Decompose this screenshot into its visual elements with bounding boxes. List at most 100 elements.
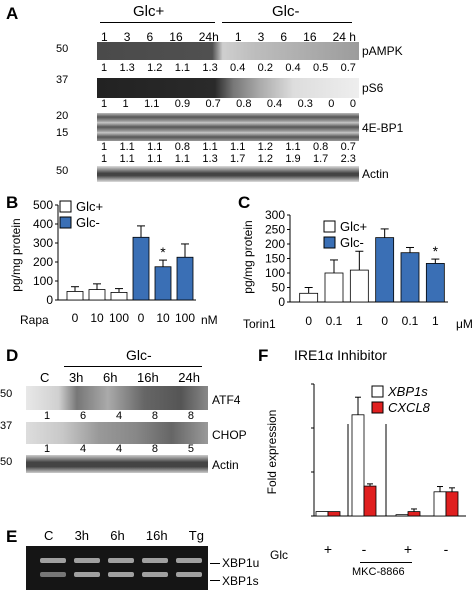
4ebp1-blot (97, 113, 359, 141)
value-cell: 3h (74, 528, 90, 543)
legend-label-xbp1s: XBP1s (387, 384, 428, 399)
band-label-atf4: ATF4 (212, 393, 241, 407)
y-tick-label: 100 (265, 266, 285, 280)
legend-swatch-glc-minus (59, 216, 72, 229)
atf4-blot (26, 386, 208, 410)
xbp1s-marker-line (210, 580, 220, 581)
xbp1u-band (108, 558, 134, 563)
glc-sign: + (404, 541, 412, 557)
significance-star: * (433, 243, 439, 259)
value-cell: 1.7 (230, 153, 246, 165)
value-cell: 0.7 (205, 98, 221, 110)
glc-sign: + (324, 541, 332, 557)
value-cell: 1 (101, 62, 108, 74)
bar-cxcl8 (327, 511, 341, 517)
xbp1u-band (40, 558, 66, 563)
value-cell: 1 (101, 98, 108, 110)
ps6-values: 1 1 1.1 0.9 0.7 0.8 0.4 0.3 0 0 (101, 98, 356, 110)
value-cell: 4 (79, 443, 87, 455)
mw-marker: 50 (0, 388, 13, 400)
chart-b-unit: nM (201, 313, 218, 327)
mw-marker: 20 (56, 110, 69, 122)
x-tick-label: 0 (381, 314, 388, 328)
x-tick-label: 0.1 (326, 314, 343, 328)
value-cell: 3 (257, 30, 265, 44)
bar-xbp1s (315, 511, 329, 517)
value-cell: 1.1 (230, 141, 246, 153)
y-tick-label: 300 (33, 236, 53, 250)
panel-f-title: IRE1α Inhibitor (294, 347, 387, 363)
bar (299, 292, 319, 303)
value-cell: 5 (187, 443, 194, 455)
band-label-4ebp1: 4E-BP1 (362, 121, 404, 135)
x-tick-label: 0 (305, 314, 312, 328)
glc-minus-bracket (222, 22, 352, 23)
bar (132, 236, 150, 301)
value-cell: 1.2 (257, 153, 273, 165)
mw-marker: 37 (56, 74, 69, 86)
value-cell: 24 h (332, 30, 356, 44)
value-cell: 1.1 (174, 153, 191, 165)
value-cell: 0.4 (266, 98, 283, 110)
value-cell: 8 (151, 443, 159, 455)
value-cell: 1.1 (147, 153, 163, 165)
bar (88, 289, 106, 301)
value-cell: 1.3 (202, 153, 218, 165)
value-cell: 0.8 (174, 141, 191, 153)
value-cell: 1.3 (119, 62, 135, 74)
value-cell: Tg (188, 528, 204, 543)
x-tick-label: 0 (138, 311, 145, 325)
chart-f-ylabel: Fold expression (265, 410, 279, 495)
glc-minus-group-label: Glc- (272, 3, 300, 20)
chart-b: pg/mg protein 0 100 200 300 400 500 0 10 100 0 10 1… (9, 198, 196, 325)
y-tick-label: 50 (272, 281, 286, 295)
panel-d-bracket (64, 366, 202, 367)
value-cell: C (40, 370, 50, 385)
band-label-actin: Actin (362, 167, 389, 181)
y-tick-label: 0 (46, 293, 53, 307)
value-cell: 6 (280, 30, 288, 44)
bar (154, 266, 172, 301)
value-cell: 0.3 (297, 98, 313, 110)
bar-cxcl8 (445, 491, 459, 517)
band-label-chop: CHOP (212, 428, 247, 442)
xbp1u-band (176, 558, 202, 563)
value-cell: 0.5 (312, 62, 329, 74)
value-cell: 0.4 (285, 62, 301, 74)
value-cell: 0.4 (230, 62, 246, 74)
value-cell: 16 (169, 30, 183, 44)
panel-e-lanes: C 3h 6h 16h Tg (44, 528, 204, 543)
y-tick-label: 200 (33, 255, 53, 269)
legend-label-glc-minus: Glc- (340, 235, 364, 250)
4ebp1-values-row1: 1 1.1 1.1 0.8 1.1 1.1 1.2 1.1 0.8 0.7 (101, 141, 356, 153)
ps6-blot (97, 78, 359, 98)
mw-marker: 15 (56, 127, 69, 139)
bar (66, 291, 84, 301)
bar (324, 272, 344, 303)
value-cell: 6 (79, 410, 87, 422)
bar-xbp1s (433, 491, 447, 517)
panel-f-label: F (258, 346, 269, 365)
value-cell: 1.1 (144, 98, 160, 110)
xbp1u-marker-line (210, 563, 220, 564)
bar (110, 292, 128, 301)
bar-xbp1s (351, 414, 365, 517)
legend-swatch-xbp1s (371, 385, 384, 398)
value-cell: 1 (122, 98, 129, 110)
mw-marker: 50 (56, 43, 69, 55)
value-cell: 0 (349, 98, 356, 110)
value-cell: 1.1 (174, 62, 191, 74)
y-tick-label: 500 (33, 198, 53, 212)
value-cell: 1.9 (285, 153, 301, 165)
legend-swatch-glc-plus (323, 220, 336, 233)
panel-e-label: E (6, 527, 18, 546)
xbp1s-band (40, 572, 66, 577)
panel-d-group-label: Glc- (126, 347, 152, 363)
value-cell: 1 (101, 141, 108, 153)
atf4-values: 1 6 4 8 8 (44, 410, 194, 422)
value-cell: 24h (198, 30, 219, 44)
bar (425, 263, 445, 303)
x-tick-label: 1 (356, 314, 363, 328)
xbp1s-band (108, 572, 134, 577)
